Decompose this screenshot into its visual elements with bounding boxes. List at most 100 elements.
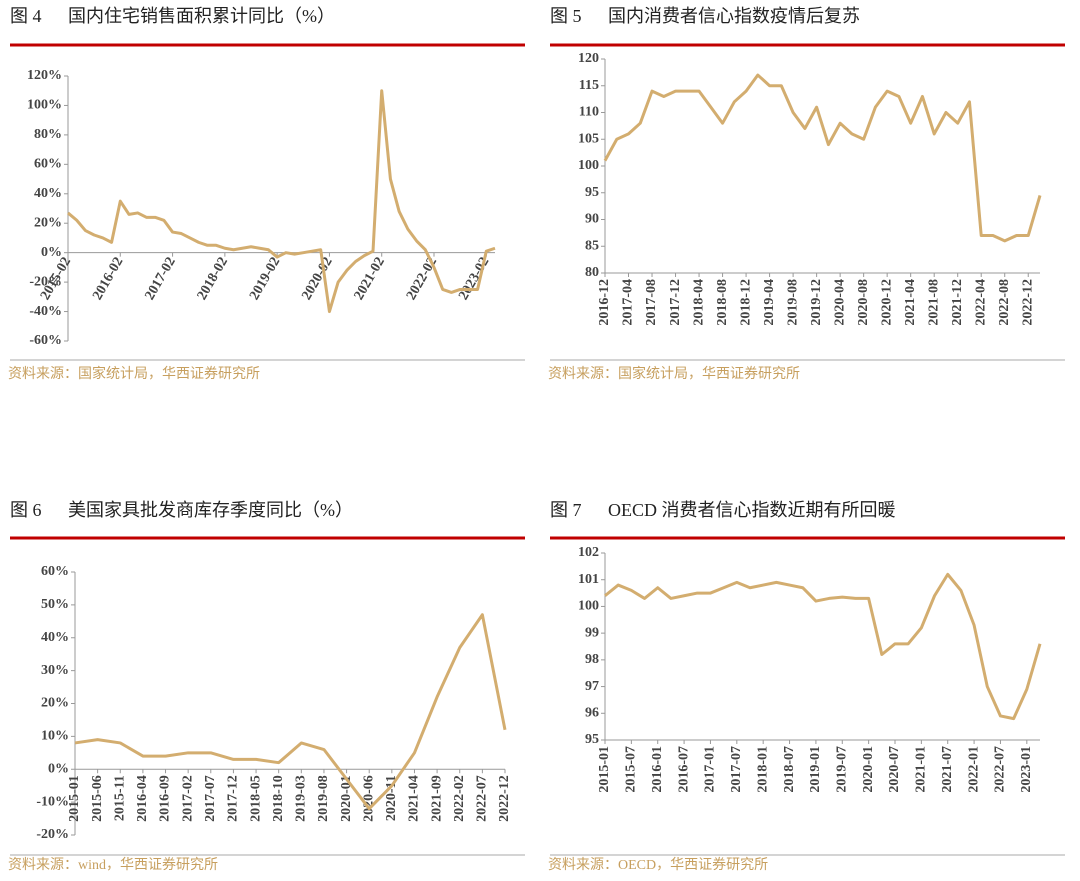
y-tick-label: 120	[578, 51, 599, 66]
y-tick-label: 50%	[41, 597, 69, 612]
x-tick-label: 2022-12	[497, 775, 512, 822]
figure-label: 图 6	[10, 500, 42, 520]
y-tick-label: 40%	[41, 630, 69, 645]
x-tick-label: 2021-12	[950, 279, 965, 326]
y-tick-label: 60%	[34, 157, 62, 172]
y-tick-label: 10%	[41, 729, 69, 744]
x-tick-label: 2022-01	[966, 746, 981, 793]
x-tick-label: 2017-02	[142, 255, 178, 303]
x-tick-label: 2017-08	[644, 279, 659, 326]
y-tick-label: 40%	[34, 186, 62, 201]
y-tick-label: 98	[585, 652, 599, 667]
x-tick-label: 2020-04	[832, 279, 847, 326]
x-tick-label: 2020-01	[339, 775, 354, 822]
x-tick-label: 2021-01	[914, 746, 929, 793]
source: 资料来源：wind，华西证券研究所	[8, 857, 218, 873]
y-tick-label: 115	[579, 78, 599, 93]
x-tick-label: 2017-12	[226, 775, 241, 822]
source: 资料来源：OECD，华西证券研究所	[548, 857, 768, 873]
x-tick-label: 2015-07	[624, 746, 639, 793]
y-tick-label: 101	[578, 572, 599, 587]
x-tick-label: 2015-06	[90, 775, 105, 822]
x-tick-label: 2017-12	[668, 279, 683, 326]
y-tick-label: 20%	[41, 696, 69, 711]
x-tick-label: 2022-08	[997, 279, 1012, 326]
x-tick-label: 2021-07	[940, 746, 955, 793]
y-tick-label: 97	[585, 679, 599, 694]
x-tick-label: 2018-08	[715, 279, 730, 326]
x-tick-label: 2019-02	[247, 255, 283, 303]
chart-title: 美国家具批发商库存季度同比（%）	[68, 500, 353, 520]
y-tick-label: 95	[585, 732, 599, 747]
y-tick-label: 90	[585, 212, 599, 227]
x-tick-label: 2016-12	[597, 279, 612, 326]
x-tick-label: 2021-08	[926, 279, 941, 326]
x-tick-label: 2021-04	[903, 279, 918, 326]
y-tick-label: 80	[585, 265, 599, 280]
y-tick-label: 0%	[41, 245, 62, 260]
y-tick-label: 100	[578, 599, 599, 614]
y-tick-label: 0%	[48, 761, 69, 776]
x-tick-label: 2017-04	[621, 279, 636, 326]
y-tick-label: 80%	[34, 127, 62, 142]
x-tick-label: 2020-07	[887, 746, 902, 793]
y-tick-label: 105	[578, 131, 599, 146]
x-tick-label: 2020-12	[879, 279, 894, 326]
y-tick-label: 30%	[41, 663, 69, 678]
y-tick-label: 96	[585, 706, 599, 721]
x-tick-label: 2022-04	[973, 279, 988, 326]
x-tick-label: 2017-07	[729, 746, 744, 793]
figure-label: 图 5	[550, 6, 582, 26]
x-tick-label: 2022-12	[1020, 279, 1035, 326]
x-tick-label: 2015-01	[597, 746, 612, 793]
x-tick-label: 2020-02	[299, 255, 335, 303]
y-tick-label: 20%	[34, 215, 62, 230]
x-tick-label: 2020-11	[384, 775, 399, 821]
x-tick-label: 2018-02	[195, 255, 231, 303]
x-tick-label: 2021-04	[407, 775, 422, 822]
y-tick-label: 100	[578, 158, 599, 173]
y-tick-label: 110	[579, 105, 599, 120]
x-tick-label: 2023-01	[1019, 746, 1034, 793]
chart-title: OECD 消费者信心指数近期有所回暖	[608, 500, 896, 520]
y-tick-label: 102	[578, 545, 599, 560]
x-tick-label: 2022-02	[404, 255, 440, 303]
x-tick-label: 2017-02	[180, 775, 195, 822]
x-tick-label: 2017-01	[703, 746, 718, 793]
x-tick-label: 2018-07	[782, 746, 797, 793]
x-tick-label: 2018-04	[691, 279, 706, 326]
x-tick-label: 2019-08	[785, 279, 800, 326]
x-tick-label: 2016-04	[135, 775, 150, 822]
x-tick-label: 2021-09	[429, 775, 444, 822]
x-tick-label: 2019-07	[834, 746, 849, 793]
x-tick-label: 2020-01	[861, 746, 876, 793]
figure-label: 图 4	[10, 6, 42, 26]
x-tick-label: 2019-03	[294, 775, 309, 822]
y-tick-label: 100%	[27, 98, 62, 113]
y-tick-label: -20%	[36, 827, 69, 842]
y-tick-label: 99	[585, 625, 599, 640]
x-tick-label: 2019-04	[762, 279, 777, 326]
x-tick-label: 2020-08	[856, 279, 871, 326]
data-line	[603, 73, 1042, 243]
data-line	[67, 89, 496, 314]
y-tick-label: 95	[585, 185, 599, 200]
x-tick-label: 2015-11	[112, 775, 127, 821]
x-tick-label: 2017-07	[203, 775, 218, 822]
x-tick-label: 2016-01	[650, 746, 665, 793]
x-tick-label: 2022-07	[475, 775, 490, 822]
x-tick-label: 2022-07	[993, 746, 1008, 793]
source: 资料来源：国家统计局，华西证券研究所	[8, 365, 260, 382]
x-tick-label: 2022-02	[452, 775, 467, 822]
x-tick-label: 2019-12	[809, 279, 824, 326]
y-tick-label: -40%	[29, 304, 62, 319]
x-tick-label: 2018-10	[271, 775, 286, 822]
x-tick-label: 2020-06	[361, 775, 376, 822]
data-line	[604, 572, 1042, 721]
source: 资料来源：国家统计局，华西证券研究所	[548, 365, 800, 382]
x-tick-label: 2018-12	[738, 279, 753, 326]
x-tick-label: 2019-01	[808, 746, 823, 793]
x-tick-label: 2019-08	[316, 775, 331, 822]
y-tick-label: -20%	[29, 274, 62, 289]
